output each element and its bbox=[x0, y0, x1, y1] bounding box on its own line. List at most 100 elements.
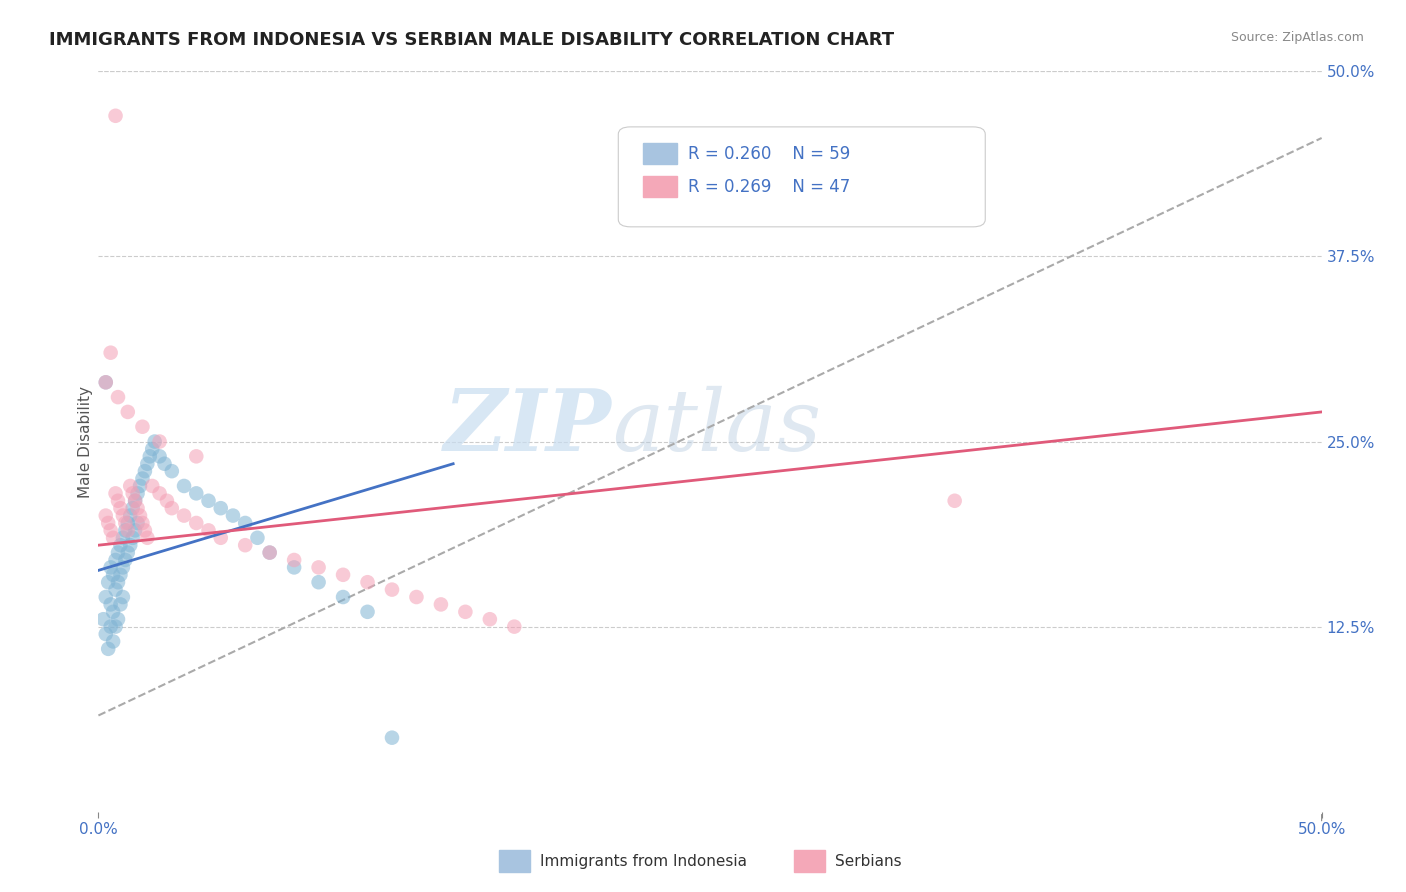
Point bbox=[100, 524, 122, 538]
Point bbox=[94, 376, 117, 390]
Point bbox=[111, 590, 134, 604]
Point bbox=[149, 450, 172, 464]
Text: R = 0.260    N = 59: R = 0.260 N = 59 bbox=[688, 145, 851, 162]
Point bbox=[97, 641, 120, 656]
Point bbox=[141, 479, 163, 493]
Point bbox=[94, 627, 117, 641]
Point bbox=[121, 501, 143, 516]
Point bbox=[100, 619, 122, 633]
Point bbox=[107, 546, 129, 560]
Point bbox=[173, 508, 195, 523]
Point bbox=[259, 546, 281, 560]
Point bbox=[209, 501, 232, 516]
Point bbox=[136, 531, 159, 545]
Point bbox=[110, 567, 132, 582]
Point bbox=[121, 531, 143, 545]
Point bbox=[104, 582, 127, 597]
Point bbox=[332, 590, 354, 604]
Point bbox=[381, 582, 404, 597]
Point bbox=[127, 516, 149, 530]
Point bbox=[121, 486, 143, 500]
Point bbox=[94, 376, 117, 390]
Point bbox=[209, 531, 232, 545]
Point bbox=[104, 109, 127, 123]
Point bbox=[107, 575, 129, 590]
Point bbox=[110, 598, 132, 612]
Text: Source: ZipAtlas.com: Source: ZipAtlas.com bbox=[1230, 31, 1364, 45]
Point bbox=[153, 457, 176, 471]
Point bbox=[156, 493, 179, 508]
Point bbox=[283, 553, 305, 567]
Point bbox=[107, 612, 129, 626]
Point bbox=[186, 516, 208, 530]
Text: Serbians: Serbians bbox=[835, 855, 901, 869]
Bar bbox=[643, 144, 678, 164]
Point bbox=[111, 508, 134, 523]
Point bbox=[141, 442, 163, 456]
Point bbox=[107, 390, 129, 404]
Point bbox=[222, 508, 245, 523]
Point bbox=[134, 464, 156, 478]
Point bbox=[332, 567, 354, 582]
Point bbox=[454, 605, 477, 619]
Text: R = 0.269    N = 47: R = 0.269 N = 47 bbox=[688, 178, 851, 196]
Point bbox=[430, 598, 453, 612]
Point bbox=[104, 486, 127, 500]
Point bbox=[134, 524, 156, 538]
Y-axis label: Male Disability: Male Disability bbox=[77, 385, 93, 498]
Point bbox=[233, 516, 256, 530]
Text: ZIP: ZIP bbox=[444, 385, 612, 468]
Point bbox=[139, 450, 162, 464]
Point bbox=[283, 560, 305, 574]
Point bbox=[129, 508, 152, 523]
FancyBboxPatch shape bbox=[619, 127, 986, 227]
Point bbox=[101, 634, 124, 648]
Bar bbox=[643, 177, 678, 197]
Point bbox=[478, 612, 501, 626]
Point bbox=[100, 560, 122, 574]
Point bbox=[129, 479, 152, 493]
Point bbox=[110, 501, 132, 516]
Point bbox=[110, 538, 132, 552]
Point bbox=[107, 493, 129, 508]
Point bbox=[186, 486, 208, 500]
Point bbox=[308, 560, 330, 574]
Point bbox=[97, 516, 120, 530]
Point bbox=[111, 531, 134, 545]
Point bbox=[381, 731, 404, 745]
Point bbox=[131, 471, 153, 485]
Point bbox=[114, 516, 136, 530]
Point bbox=[197, 524, 219, 538]
Point bbox=[160, 464, 183, 478]
Point bbox=[120, 538, 142, 552]
Point bbox=[104, 553, 127, 567]
Point bbox=[136, 457, 159, 471]
Point bbox=[259, 546, 281, 560]
Point bbox=[143, 434, 166, 449]
Point bbox=[101, 531, 124, 545]
Point bbox=[246, 531, 269, 545]
Point bbox=[100, 345, 122, 359]
Point bbox=[94, 590, 117, 604]
Point bbox=[117, 524, 139, 538]
Point bbox=[308, 575, 330, 590]
Point bbox=[124, 493, 146, 508]
Point bbox=[943, 493, 966, 508]
Text: IMMIGRANTS FROM INDONESIA VS SERBIAN MALE DISABILITY CORRELATION CHART: IMMIGRANTS FROM INDONESIA VS SERBIAN MAL… bbox=[49, 31, 894, 49]
Point bbox=[104, 619, 127, 633]
Point bbox=[405, 590, 427, 604]
Point bbox=[131, 516, 153, 530]
Point bbox=[356, 605, 378, 619]
Point bbox=[101, 605, 124, 619]
Point bbox=[197, 493, 219, 508]
Point bbox=[101, 567, 124, 582]
Point bbox=[124, 493, 146, 508]
Point bbox=[131, 419, 153, 434]
Point bbox=[186, 450, 208, 464]
Text: Immigrants from Indonesia: Immigrants from Indonesia bbox=[540, 855, 747, 869]
Point bbox=[117, 546, 139, 560]
Point bbox=[149, 434, 172, 449]
Point bbox=[114, 524, 136, 538]
Point bbox=[127, 501, 149, 516]
Point bbox=[233, 538, 256, 552]
